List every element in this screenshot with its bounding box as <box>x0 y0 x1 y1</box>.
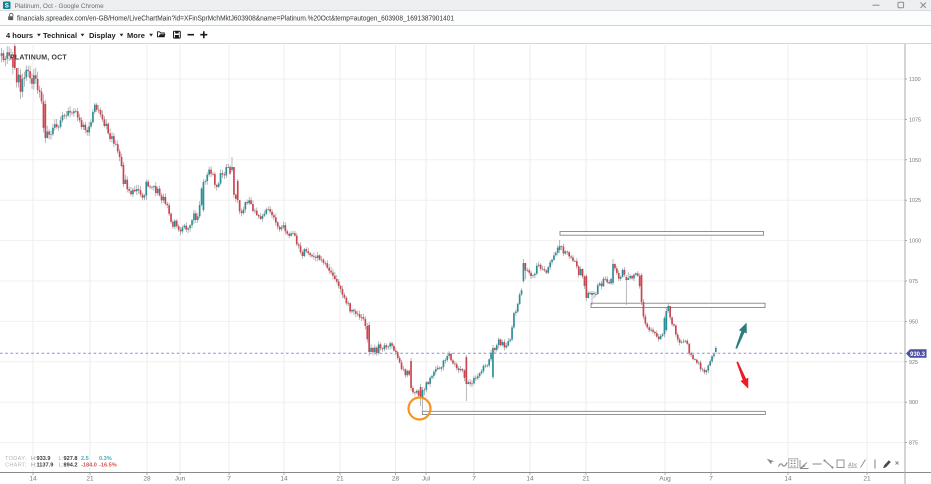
svg-text:21: 21 <box>863 476 871 483</box>
svg-text:14: 14 <box>280 476 288 483</box>
svg-text:894.2: 894.2 <box>64 463 78 469</box>
svg-text:Abc: Abc <box>847 463 858 469</box>
svg-text:2.5: 2.5 <box>81 456 89 462</box>
svg-text:S: S <box>5 3 9 10</box>
svg-text:7: 7 <box>227 476 231 483</box>
svg-text:1137.9: 1137.9 <box>37 463 54 469</box>
svg-text:-184.0: -184.0 <box>81 463 97 469</box>
svg-text:28: 28 <box>143 476 151 483</box>
svg-text:4 hours: 4 hours <box>6 31 33 40</box>
svg-text:21: 21 <box>336 476 344 483</box>
svg-text:927.8: 927.8 <box>64 456 78 462</box>
svg-text:L:: L: <box>59 463 64 469</box>
svg-text:28: 28 <box>392 476 400 483</box>
svg-text:H:: H: <box>31 456 37 462</box>
svg-text:950: 950 <box>909 319 918 325</box>
svg-text:7: 7 <box>709 476 713 483</box>
svg-text:Jun: Jun <box>175 476 186 483</box>
svg-text:Platinum, Oct - Google Chrome: Platinum, Oct - Google Chrome <box>15 3 105 10</box>
svg-text:1075: 1075 <box>909 117 921 123</box>
svg-text:7: 7 <box>472 476 476 483</box>
svg-text:0.3%: 0.3% <box>99 456 112 462</box>
svg-text:875: 875 <box>909 441 918 447</box>
svg-text:14: 14 <box>784 476 792 483</box>
svg-text:H:: H: <box>31 463 37 469</box>
svg-text:14: 14 <box>526 476 534 483</box>
svg-text:More: More <box>127 31 145 40</box>
svg-text:Jul: Jul <box>422 476 431 483</box>
svg-text:975: 975 <box>909 279 918 285</box>
svg-text:CHART:: CHART: <box>5 463 27 469</box>
svg-text:-16.5%: -16.5% <box>99 463 117 469</box>
svg-text:14: 14 <box>29 476 37 483</box>
svg-text:925: 925 <box>909 360 918 366</box>
svg-text:Aug: Aug <box>659 476 671 483</box>
svg-text:1025: 1025 <box>909 198 921 204</box>
svg-text:930.3: 930.3 <box>910 352 926 358</box>
svg-text:900: 900 <box>909 400 918 406</box>
svg-text:Display: Display <box>89 31 117 40</box>
svg-text:L:: L: <box>59 456 64 462</box>
svg-text:TODAY:: TODAY: <box>5 456 27 462</box>
svg-text:PLATINUM, OCT: PLATINUM, OCT <box>10 55 67 62</box>
svg-text:1100: 1100 <box>909 77 921 83</box>
svg-text:21: 21 <box>582 476 590 483</box>
svg-text:1000: 1000 <box>909 239 921 245</box>
svg-text:1050: 1050 <box>909 158 921 164</box>
svg-text:21: 21 <box>86 476 94 483</box>
svg-text:933.9: 933.9 <box>37 456 51 462</box>
svg-text:Technical: Technical <box>43 31 77 40</box>
svg-text:financials.spreadex.com/en-GB/: financials.spreadex.com/en-GB/Home/LiveC… <box>17 16 454 23</box>
